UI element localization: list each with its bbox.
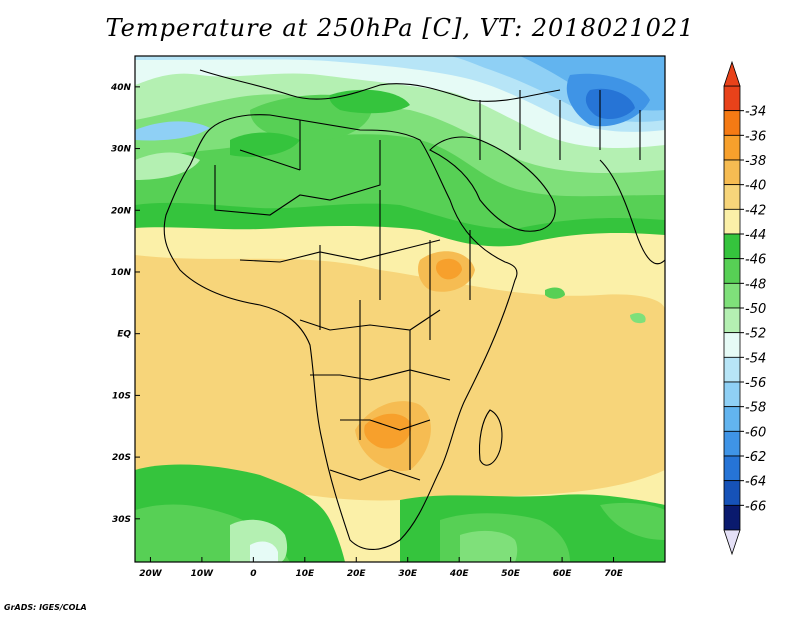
colorbar-swatch (723, 233, 741, 260)
lat-tick-label: 20S (112, 453, 131, 463)
longitude-axis: 20W 10W 0 10E 20E 30E 40E 50E 60E 70E (139, 557, 624, 579)
colorbar-label: -48 (745, 277, 766, 292)
colorbar-label: -44 (745, 228, 766, 243)
temperature-field (135, 56, 665, 562)
colorbar-label: -40 (745, 179, 766, 194)
lon-tick-label: 0 (250, 569, 256, 579)
lat-tick-label: 10N (111, 268, 132, 278)
colorbar-swatch (723, 307, 741, 334)
colorbar-swatch (723, 430, 741, 457)
lon-tick-label: 40E (449, 569, 470, 579)
colorbar-swatch (723, 110, 741, 136)
colorbar-swatch (723, 208, 741, 235)
plot-frame (134, 55, 666, 563)
lon-tick-label: 50E (501, 569, 521, 579)
lat-tick-label: 10S (112, 391, 131, 401)
colorbar-swatch (723, 480, 741, 506)
footer-credit: GrADS: IGES/COLA (4, 603, 87, 612)
colorbar-swatch (723, 455, 741, 482)
colorbar-label: -42 (745, 203, 766, 218)
colorbar-swatch (723, 159, 741, 186)
colorbar-top-arrow (723, 60, 741, 87)
lon-tick-label: 20E (347, 569, 367, 579)
lon-tick-label: 20W (139, 569, 163, 579)
colorbar-swatch (723, 356, 741, 383)
map-title: Temperature at 250hPa [C], VT: 201802102… (105, 14, 695, 42)
colorbar-bottom-arrow (723, 529, 741, 556)
lon-tick-label: 10E (295, 569, 315, 579)
colorbar-label: -52 (745, 327, 766, 342)
lat-tick-label: 30N (111, 145, 132, 155)
colorbar-label: -50 (745, 302, 766, 317)
lat-tick-label: 20N (111, 206, 132, 216)
lon-tick-label: 60E (553, 569, 573, 579)
lat-tick-label: EQ (117, 330, 131, 340)
latitude-axis: 40N 30N 20N 10N EQ 10S 20S 30S (110, 83, 140, 525)
colorbar-swatch (723, 381, 741, 408)
colorbar-label: -66 (745, 499, 766, 514)
coastlines (163, 69, 665, 550)
colorbar-label: -58 (745, 401, 766, 416)
lon-tick-label: 70E (604, 569, 624, 579)
lon-tick-label: 30E (398, 569, 418, 579)
colorbar-swatch (723, 85, 741, 112)
lat-tick-label: 40N (110, 83, 132, 93)
colorbar-swatch (723, 332, 741, 358)
colorbar-label: -46 (745, 253, 766, 268)
colorbar-swatch (723, 134, 741, 161)
colorbar-label: -56 (745, 376, 766, 391)
colorbar-label: -62 (745, 450, 766, 465)
colorbar-label: -60 (745, 425, 766, 440)
lon-tick-label: 10W (191, 569, 215, 579)
colorbar-label: -54 (745, 351, 766, 366)
colorbar-swatch (723, 504, 741, 531)
colorbar: -34 -36 -38 -40 -42 -44 -46 -48 -50 -52 -54 -56 -58 -… (723, 60, 766, 556)
colorbar-swatch (723, 282, 741, 309)
colorbar-swatch (723, 184, 741, 210)
colorbar-label: -64 (745, 475, 766, 490)
colorbar-label: -34 (745, 105, 766, 120)
colorbar-swatch (723, 406, 741, 432)
colorbar-label: -36 (745, 129, 766, 144)
lat-tick-label: 30S (112, 515, 131, 525)
colorbar-label: -38 (745, 154, 766, 169)
colorbar-swatch (723, 258, 741, 284)
